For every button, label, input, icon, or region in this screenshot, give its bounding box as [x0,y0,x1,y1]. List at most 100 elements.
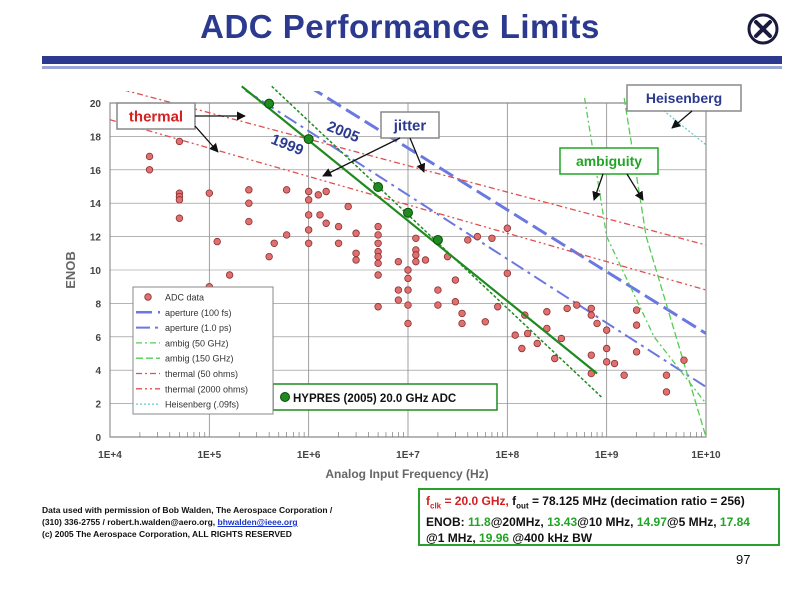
adc-data-point [523,329,532,338]
adc-data-point [632,321,641,329]
adc-data-point [304,187,313,196]
heisenberg-annotation-label: Heisenberg [646,90,722,106]
adc-data-point [632,306,641,314]
summary-line-2: ENOB: 11.8@20MHz, 13.43@10 MHz, 14.97@5 … [426,514,772,530]
adc-data-point [434,301,442,309]
x-logo-icon [747,13,779,45]
adc-data-point [404,266,412,274]
ambiguity-arrow-2 [626,173,644,201]
adc-data-point [563,304,571,313]
adc-data-point [265,252,273,261]
adc-data-point [245,217,253,226]
series-line-aperture-1-0-ps- [244,91,706,388]
adc-data-point [404,286,412,294]
fclk-value: = 20.0 GHz, [441,494,513,508]
adc-data-point [458,319,466,328]
ambiguity-annotation-label: ambiguity [576,153,642,169]
enob-t2: @10 MHz, [577,515,637,530]
adc-data-point [458,309,466,318]
adc-data-point [503,269,512,278]
legend-box [132,286,274,415]
adc-data-point [503,224,512,232]
enob-v3: 14.97 [636,515,667,530]
legend-label: thermal (50 ohms) [165,369,238,379]
hypres-legend-marker [280,392,290,402]
fout-value: = 78.125 MHz (decimation ratio = 256) [528,494,745,508]
adc-data-point [175,137,184,146]
adc-data-point [602,326,611,334]
jitter-annotation-box [380,111,440,139]
series-line-aperture-100-fs- [313,91,706,335]
enob-v5: 19.96 [479,531,510,546]
title-rule [42,56,782,64]
adc-data-point [620,371,628,379]
adc-data-point [394,296,403,304]
adc-data-point [587,311,595,319]
adc-data-point [481,318,489,326]
enob-label: ENOB: [426,515,468,530]
thermal-arrow-2 [194,125,219,153]
ambiguity-arrow-1 [592,173,604,201]
x-tick-label: 1E+9 [595,450,619,461]
adc-data-point [518,344,526,353]
x-tick-label: 1E+7 [396,450,420,461]
adc-data-point [602,344,611,353]
adc-data-point [175,214,184,222]
hypres-data-point [264,98,275,109]
adc-data-point [451,276,460,284]
x-tick-label: 1E+4 [98,450,122,461]
jitter-arrow-1 [322,137,401,177]
adc-data-point [304,239,313,247]
fclk-sub: clk [430,501,442,511]
adc-data-point [494,303,502,311]
adc-data-point [473,232,482,241]
y-tick-label: 14 [90,199,102,210]
adc-data-point [374,222,382,231]
y-tick-label: 16 [90,166,102,177]
summary-line-1: fclk = 20.0 GHz, fout = 78.125 MHz (deci… [426,493,772,514]
legend-label: aperture (1.0 ps) [165,323,232,333]
adc-data-point [352,249,360,257]
page-number: 97 [736,552,751,567]
adc-data-point [511,331,519,339]
adc-data-point [602,358,611,366]
adc-data-point [304,226,313,234]
y-tick-label: 6 [95,333,101,344]
x-tick-label: 1E+8 [496,450,520,461]
x-tick-label: 1E+6 [297,450,321,461]
adc-data-point [593,319,601,328]
enob-t5: @400 kHz BW [509,531,593,546]
legend-marker-adc-data [144,293,152,301]
y-tick-label: 8 [95,299,101,310]
summary-box: fclk = 20.0 GHz, fout = 78.125 MHz (deci… [418,488,780,546]
adc-data-point [412,234,420,242]
heisenberg-annotation-box [626,84,742,112]
x-tick-label: 1E+10 [691,450,721,461]
adc-data-point [551,354,559,363]
adc-data-point [213,237,221,246]
adc-data-point [557,334,566,343]
adc-data-point [334,222,343,231]
y-tick-label: 12 [90,233,102,244]
adc-data-point [270,239,278,247]
credit-email-link[interactable]: bhwalden@ieee.org [217,517,298,527]
thermal-annotation-label: thermal [129,108,183,125]
adc-data-point [282,231,291,239]
enob-t3: @5 MHz, [666,515,720,530]
hypres-data-point [432,234,443,245]
adc-data-point [464,236,472,244]
fout-sub: out [516,501,529,511]
fclk-label: f [426,494,430,508]
x-tick-label: 1E+5 [198,450,222,461]
adc-data-point [316,211,324,219]
y-tick-label: 10 [90,266,102,277]
legend-label: Heisenberg (.09fs) [165,400,239,410]
adc-data-point [680,356,688,364]
enob-t1: @20MHz, [490,515,548,530]
adc-data-point [412,251,420,259]
adc-data-point [175,196,184,204]
adc-data-point [205,189,214,197]
adc-data-point [488,234,496,242]
legend-label: ADC data [165,293,204,303]
adc-data-point [245,199,253,207]
